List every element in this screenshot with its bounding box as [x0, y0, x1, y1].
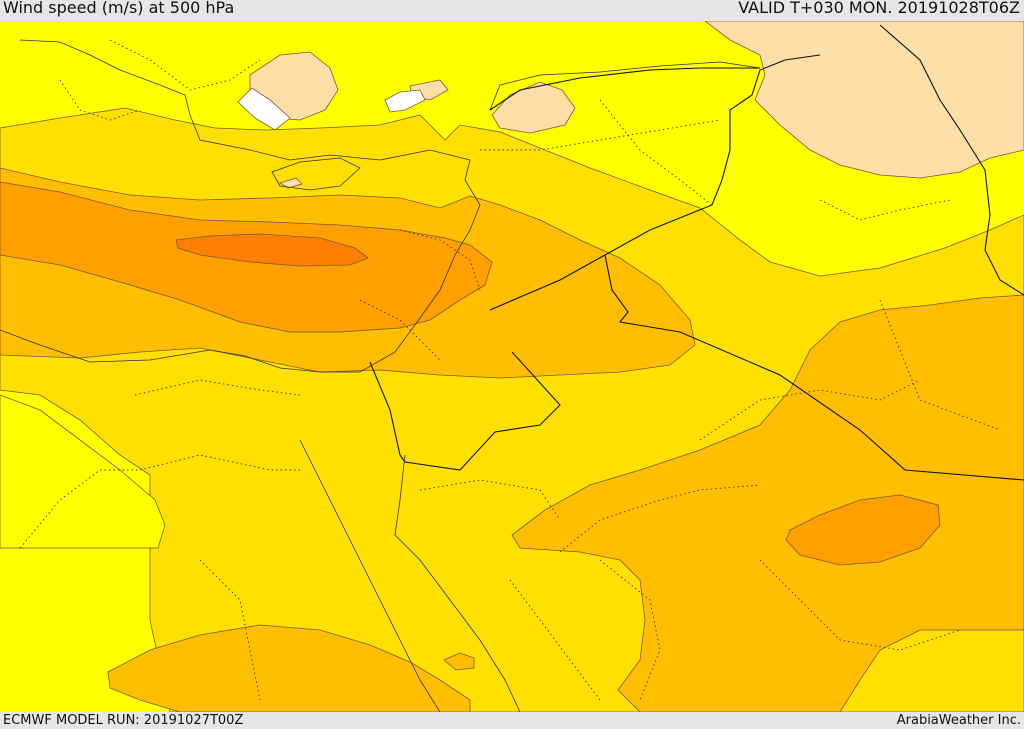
footer-bar: ECMWF MODEL RUN: 20191027T00Z ArabiaWeat…: [0, 712, 1024, 729]
border-north: [489, 67, 760, 111]
coastline-med-south: [0, 204, 481, 373]
admin-15: [59, 79, 141, 121]
band-amber-southeast: [511, 294, 1024, 712]
admin-5: [419, 479, 561, 521]
coastline-black-sea: [489, 61, 761, 111]
coastline-cyprus: [271, 157, 361, 191]
band-deep-orange: [175, 233, 369, 267]
band-amber-south: [107, 624, 471, 712]
calmest-2: [384, 89, 426, 113]
coastline-red-sea-west: [299, 439, 441, 712]
valid-time: VALID T+030 MON. 20191028T06Z: [738, 0, 1020, 17]
band-amber-south-small: [443, 652, 475, 671]
border-far-east: [879, 24, 1024, 296]
band-orange-southeast: [785, 494, 941, 566]
border-east-2: [604, 254, 1024, 481]
admin-18: [399, 229, 481, 291]
border-sinai: [369, 361, 406, 463]
coastline-anatolia: [19, 39, 481, 206]
admin-14: [109, 39, 261, 91]
admin-7: [599, 559, 661, 701]
border-east-1: [489, 54, 821, 311]
credit: ArabiaWeather Inc.: [896, 713, 1021, 728]
admin-12: [599, 99, 713, 206]
band-yellow-inset: [0, 394, 166, 549]
model-run: ECMWF MODEL RUN: 20191027T00Z: [3, 713, 244, 728]
header-bar: Wind speed (m/s) at 500 hPa VALID T+030 …: [0, 0, 1024, 21]
coastline-red-sea-east: [394, 454, 521, 712]
admin-4: [199, 559, 261, 701]
map-title: Wind speed (m/s) at 500 hPa: [3, 0, 235, 17]
wind-speed-map: [0, 21, 1024, 712]
calmest-1: [237, 87, 291, 131]
admin-6: [559, 484, 761, 553]
admin-17: [359, 299, 441, 361]
border-jordan: [404, 351, 561, 471]
admin-9: [759, 559, 961, 651]
